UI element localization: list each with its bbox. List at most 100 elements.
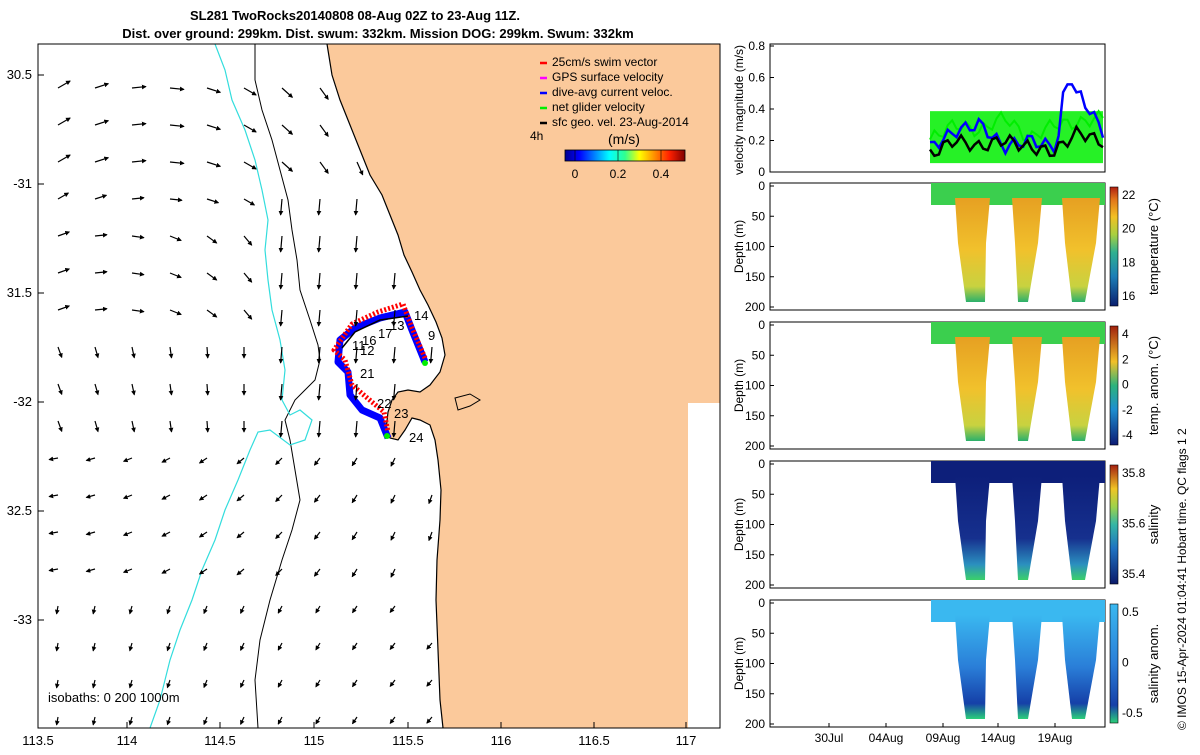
map-x-tick-label: 113.5: [22, 733, 54, 748]
surface-velocity-arrow: [315, 605, 321, 614]
surface-velocity-arrow: [91, 716, 97, 726]
surface-velocity-arrow: [352, 716, 358, 725]
surface-velocity-arrow: [315, 716, 321, 725]
map-y-tick-label: 32.5: [7, 503, 32, 518]
map-y-tick-label: -32: [13, 394, 32, 409]
surface-velocity-arrow: [391, 420, 397, 438]
velocity-tick-label: 0.4: [748, 102, 765, 116]
dive-plume: [955, 198, 990, 302]
surface-velocity-arrow: [57, 231, 71, 237]
surface-velocity-arrow: [94, 269, 108, 275]
dive-plume: [1062, 337, 1100, 441]
colorbar: [1109, 325, 1119, 446]
colorbar-tick-label: 0: [572, 167, 579, 181]
dive-plume: [955, 476, 990, 580]
velocity-series: [928, 83, 1105, 164]
surface-velocity-arrow: [391, 383, 397, 401]
surface-velocity-arrow: [243, 272, 253, 283]
surface-velocity-arrow: [57, 117, 71, 126]
colorbar-tick-label: -0.5: [1122, 706, 1143, 720]
map-y-ticks: 30.5 -31 31.5 -32 32.5 -33: [7, 67, 44, 627]
map-y-tick-label: 31.5: [7, 285, 32, 300]
surface-velocity-arrow: [353, 272, 359, 290]
depth-ylabel: Depth (m): [732, 498, 746, 551]
depth-tick-label: 100: [745, 657, 765, 671]
surface-velocity-arrow: [203, 642, 208, 652]
surface-velocity-arrow: [54, 642, 60, 652]
colorbar-tick-label: 0.2: [610, 167, 627, 181]
dive-plume: [1062, 615, 1100, 719]
surface-velocity-arrow: [128, 642, 134, 652]
colorbar-label: temperature (°C): [1146, 198, 1161, 295]
surface-velocity-arrow: [206, 235, 218, 244]
surface-velocity-arrow: [122, 494, 133, 500]
map-y-tick-label: 30.5: [7, 67, 32, 82]
surface-velocity-arrow: [161, 531, 171, 537]
velocity-ylabel: velocity magnitude (m/s): [732, 45, 746, 175]
surface-velocity-arrow: [353, 383, 359, 401]
colorbar-tick-label: 35.4: [1122, 567, 1146, 581]
colorbar-tick-label: 35.8: [1122, 466, 1146, 480]
dive-plume: [1062, 198, 1100, 302]
colorbar: [1109, 603, 1119, 724]
colorbar-tick-label: 0.4: [653, 167, 670, 181]
depth-tick-label: 150: [745, 409, 765, 423]
surface-velocity-arrow: [131, 195, 145, 201]
surface-velocity-arrow: [243, 124, 257, 133]
map-x-tick-label: 116.5: [578, 733, 610, 748]
surface-velocity-arrow: [131, 308, 145, 314]
surface-velocity-arrow: [94, 82, 110, 89]
day-label: 17: [378, 326, 392, 341]
colorbar-tick-label: 0: [1122, 378, 1129, 392]
day-label: 22: [377, 396, 391, 411]
depth-tick-label: 100: [745, 518, 765, 532]
surface-velocity-arrow: [281, 124, 293, 135]
surface-velocity-arrow: [166, 605, 171, 615]
surface-velocity-arrow: [313, 457, 321, 466]
surface-velocity-arrow: [316, 346, 322, 364]
colorbar-tick-label: 2: [1122, 352, 1129, 366]
surface-velocity-arrow: [48, 530, 59, 536]
surface-velocity-arrow: [277, 679, 283, 688]
speed-colorbar: [564, 149, 686, 162]
colorbar-tick-label: 0: [1122, 656, 1129, 670]
surface-velocity-arrow: [169, 235, 182, 242]
colorbar-tick-label: 4: [1122, 327, 1129, 341]
velocity-tick-label: 0.2: [748, 134, 765, 148]
dive-plume: [1012, 476, 1042, 580]
surface-velocity-arrow: [353, 309, 359, 327]
surface-velocity-arrow: [54, 679, 60, 689]
surface-velocity-arrow: [319, 124, 329, 137]
isobath-200: [254, 44, 321, 729]
surface-velocity-arrow: [94, 346, 100, 359]
surface-velocity-arrow: [57, 420, 63, 433]
surface-velocity-arrow: [243, 198, 256, 206]
dive-plume: [955, 615, 990, 719]
surface-velocity-arrow: [57, 154, 71, 163]
surface-velocity-arrow: [128, 716, 134, 726]
surface-velocity-arrow: [85, 494, 96, 499]
surface-velocity-arrow: [351, 494, 358, 504]
surface-velocity-arrow: [57, 192, 70, 200]
surface-velocity-arrow: [390, 531, 396, 541]
island: [454, 393, 481, 411]
surface-velocity-arrow: [131, 346, 136, 359]
surface-velocity-arrow: [128, 605, 134, 615]
surface-velocity-arrow: [91, 642, 97, 652]
surface-velocity-arrow: [94, 383, 100, 396]
surface-velocity-arrow: [236, 457, 245, 465]
day-label: 12: [360, 343, 374, 358]
surface-velocity-arrow: [236, 568, 245, 576]
surface-velocity-arrow: [240, 716, 245, 725]
depth-tick-label: 0: [758, 457, 765, 471]
glider-track: [331, 301, 429, 440]
colorbar-tick-label: 20: [1122, 222, 1136, 236]
surface-velocity-arrow: [94, 119, 110, 126]
dive-avg-track: [334, 308, 429, 440]
surface-velocity-arrow: [168, 420, 174, 433]
depth-tick-label: 0: [758, 179, 765, 193]
depth-tick-label: 150: [745, 687, 765, 701]
surface-velocity-arrow: [315, 679, 321, 688]
depth-panel-temp_anom: 0 50 100 150 200 Depth (m) 4 2 0 -2 -4 temp. anom. …: [732, 318, 1161, 453]
